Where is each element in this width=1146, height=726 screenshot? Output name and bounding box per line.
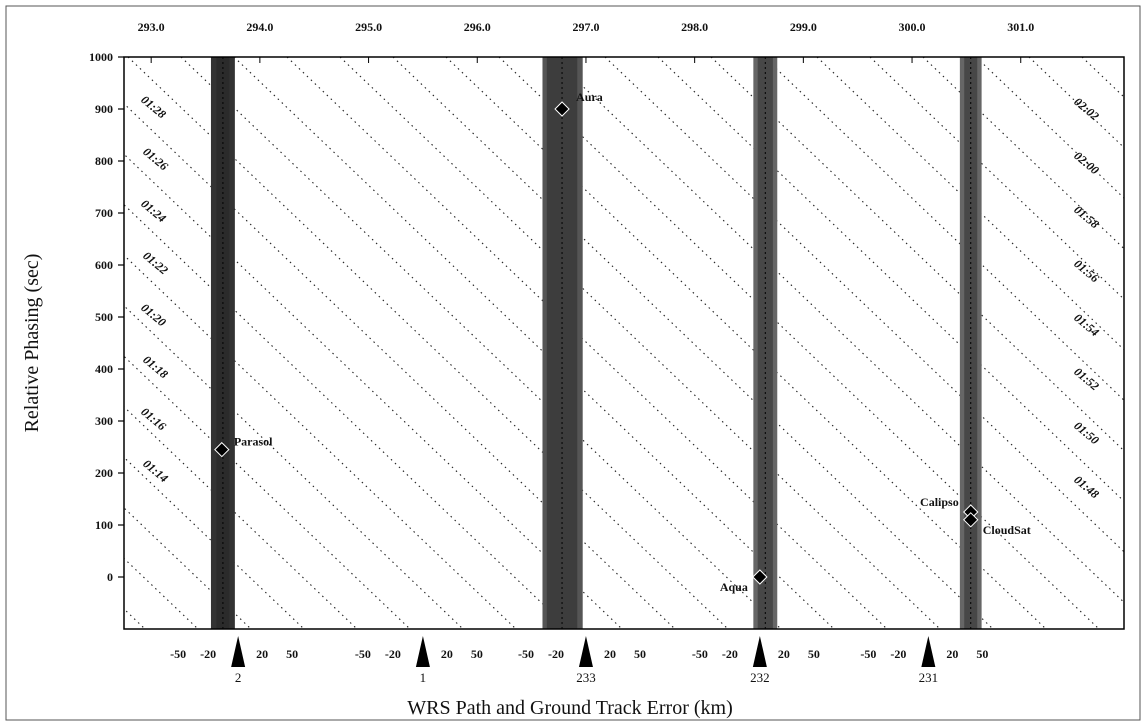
time-isoline bbox=[392, 57, 994, 629]
satellite-label: Aura bbox=[576, 90, 603, 104]
km-tick-label: 50 bbox=[976, 647, 988, 661]
wrs-path-marker bbox=[921, 636, 936, 667]
km-tick-label: 20 bbox=[256, 647, 268, 661]
y-tick-label: 400 bbox=[95, 362, 113, 376]
plot-frame bbox=[123, 56, 1125, 630]
satellite-marker bbox=[554, 101, 570, 117]
y-tick-label: 900 bbox=[95, 102, 113, 116]
y-tick-label: 0 bbox=[107, 570, 113, 584]
top-tick-label: 297.0 bbox=[572, 20, 599, 34]
satellite-label: CloudSat bbox=[983, 523, 1031, 537]
wrs-path-label: 231 bbox=[919, 670, 939, 685]
time-isoline bbox=[816, 57, 1124, 351]
top-tick-label: 295.0 bbox=[355, 20, 382, 34]
wrs-path-marker bbox=[752, 636, 767, 667]
y-tick-label: 300 bbox=[95, 414, 113, 428]
y-tick-label: 600 bbox=[95, 258, 113, 272]
satellite-label: Calipso bbox=[920, 495, 959, 509]
satellite-marker bbox=[752, 569, 768, 585]
top-tick-label: 296.0 bbox=[464, 20, 491, 34]
y-tick-label: 700 bbox=[95, 206, 113, 220]
satellite-label: Aqua bbox=[720, 580, 748, 594]
km-tick-label: 50 bbox=[634, 647, 646, 661]
km-tick-label: 20 bbox=[441, 647, 453, 661]
time-isoline bbox=[763, 57, 1124, 401]
time-isoline bbox=[339, 57, 941, 629]
top-tick-label: 301.0 bbox=[1007, 20, 1034, 34]
track-band bbox=[542, 57, 583, 629]
km-tick-label: -20 bbox=[722, 647, 738, 661]
y-tick-label: 1000 bbox=[89, 50, 113, 64]
km-tick-label: 50 bbox=[286, 647, 298, 661]
time-isoline bbox=[710, 57, 1124, 452]
km-tick-label: -20 bbox=[200, 647, 216, 661]
wrs-path-label: 1 bbox=[420, 670, 427, 685]
wrs-path-marker bbox=[231, 636, 246, 667]
time-isoline bbox=[124, 102, 676, 629]
y-axis-title: Relative Phasing (sec) bbox=[21, 254, 43, 433]
top-tick-label: 299.0 bbox=[790, 20, 817, 34]
time-isoline bbox=[922, 57, 1124, 250]
wrs-path-label: 2 bbox=[235, 670, 242, 685]
track-bands bbox=[210, 57, 982, 629]
top-tick-label: 293.0 bbox=[138, 20, 165, 34]
bottom-x-axis: -50 -20 20 50 2 -50 -20 20 50 1 -50 -20 20 50 233 -50 -2… bbox=[170, 636, 988, 685]
km-tick-label: 20 bbox=[946, 647, 958, 661]
satellite-marker bbox=[963, 512, 979, 528]
top-x-axis: 293.0 294.0 295.0 296.0 297.0 298.0 299.0 300.0… bbox=[138, 20, 1034, 63]
wrs-path-marker bbox=[415, 636, 430, 667]
time-isoline bbox=[286, 57, 888, 629]
km-tick-label: -20 bbox=[385, 647, 401, 661]
km-tick-label: -50 bbox=[170, 647, 186, 661]
time-isoline bbox=[604, 57, 1124, 553]
time-isoline bbox=[233, 57, 835, 629]
time-isoline bbox=[180, 57, 782, 629]
satellite-label: Parasol bbox=[234, 435, 273, 449]
km-tick-label: 20 bbox=[778, 647, 790, 661]
km-tick-label: -50 bbox=[692, 647, 708, 661]
satellite-marker bbox=[214, 441, 230, 458]
y-tick-label: 800 bbox=[95, 154, 113, 168]
time-isoline bbox=[551, 57, 1124, 604]
time-isoline bbox=[975, 57, 1124, 199]
km-tick-label: -20 bbox=[890, 647, 906, 661]
wrs-path-label: 233 bbox=[576, 670, 596, 685]
wrs-path-marker bbox=[578, 636, 593, 667]
km-tick-label: -50 bbox=[355, 647, 371, 661]
time-isoline bbox=[498, 57, 1100, 629]
top-tick-label: 294.0 bbox=[246, 20, 273, 34]
y-tick-label: 500 bbox=[95, 310, 113, 324]
x-axis-title: WRS Path and Ground Track Error (km) bbox=[407, 697, 733, 719]
y-tick-label: 200 bbox=[95, 466, 113, 480]
km-tick-label: 20 bbox=[604, 647, 616, 661]
km-tick-label: -20 bbox=[548, 647, 564, 661]
satellite-markers: Parasol Aura Aqua Calipso CloudSat bbox=[214, 90, 1031, 594]
km-tick-label: 50 bbox=[471, 647, 483, 661]
wrs-path-label: 232 bbox=[750, 670, 770, 685]
top-tick-label: 300.0 bbox=[899, 20, 926, 34]
km-tick-label: -50 bbox=[518, 647, 534, 661]
y-tick-label: 100 bbox=[95, 518, 113, 532]
top-tick-label: 298.0 bbox=[681, 20, 708, 34]
plot-background bbox=[124, 57, 1124, 629]
km-tick-label: -50 bbox=[860, 647, 876, 661]
km-tick-label: 50 bbox=[808, 647, 820, 661]
